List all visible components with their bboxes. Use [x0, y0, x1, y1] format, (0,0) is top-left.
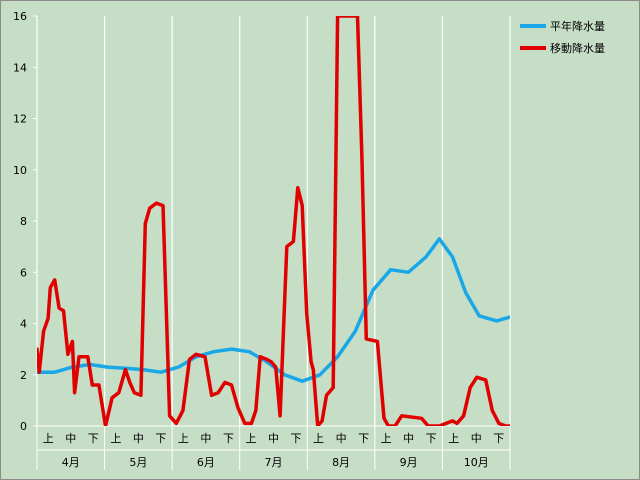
- x-dekad-label: 上: [178, 432, 189, 445]
- x-month-label: 5月: [129, 456, 147, 469]
- x-month-label: 10月: [464, 456, 489, 469]
- x-dekad-label: 中: [65, 432, 76, 445]
- x-month-label: 9月: [400, 456, 418, 469]
- x-dekad-label: 下: [358, 432, 369, 445]
- y-tick-label: 14: [13, 61, 27, 74]
- legend-label-1: 移動降水量: [550, 41, 605, 55]
- x-month-label: 4月: [62, 456, 80, 469]
- x-dekad-label: 下: [155, 432, 166, 445]
- y-tick-label: 0: [20, 420, 27, 433]
- y-tick-label: 12: [13, 113, 27, 126]
- x-dekad-label: 下: [291, 432, 302, 445]
- x-dekad-label: 上: [313, 432, 324, 445]
- x-dekad-label: 中: [403, 432, 414, 445]
- series-line-0: [37, 237, 510, 383]
- x-dekad-label: 上: [381, 432, 392, 445]
- x-dekad-label: 中: [133, 432, 144, 445]
- y-tick-label: 16: [13, 10, 27, 23]
- legend-label-0: 平年降水量: [550, 19, 605, 33]
- x-dekad-label: 下: [88, 432, 99, 445]
- y-tick-label: 4: [20, 318, 27, 331]
- y-tick-label: 2: [20, 369, 27, 382]
- x-dekad-label: 上: [110, 432, 121, 445]
- y-tick-label: 6: [20, 266, 27, 279]
- x-dekad-label: 上: [448, 432, 459, 445]
- y-tick-label: 10: [13, 164, 27, 177]
- x-month-label: 8月: [332, 456, 350, 469]
- series-line-1: [37, 16, 510, 426]
- x-dekad-label: 上: [43, 432, 54, 445]
- x-dekad-label: 下: [223, 432, 234, 445]
- x-dekad-label: 下: [426, 432, 437, 445]
- x-dekad-label: 中: [200, 432, 211, 445]
- x-dekad-label: 中: [336, 432, 347, 445]
- x-dekad-label: 中: [268, 432, 279, 445]
- x-month-label: 7月: [265, 456, 283, 469]
- x-dekad-label: 上: [245, 432, 256, 445]
- x-dekad-label: 下: [493, 432, 504, 445]
- y-tick-label: 8: [20, 215, 27, 228]
- x-month-label: 6月: [197, 456, 215, 469]
- x-dekad-label: 中: [471, 432, 482, 445]
